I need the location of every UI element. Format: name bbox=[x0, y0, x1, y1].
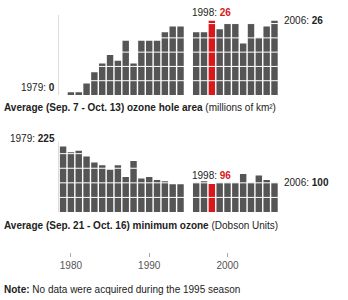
svg-text:1979: 225: 1979: 225 bbox=[10, 133, 55, 144]
svg-text:1998: 26: 1998: 26 bbox=[192, 7, 231, 18]
svg-text:2000: 2000 bbox=[216, 260, 239, 271]
svg-text:Note: No data were acquired du: Note: No data were acquired during the 1… bbox=[4, 284, 240, 295]
svg-text:1980: 1980 bbox=[60, 260, 83, 271]
svg-text:1998: 96: 1998: 96 bbox=[192, 170, 231, 181]
svg-text:2006: 26: 2006: 26 bbox=[284, 15, 323, 26]
svg-text:2006: 100: 2006: 100 bbox=[284, 177, 329, 188]
svg-text:Average (Sep. 21 - Oct. 16) mi: Average (Sep. 21 - Oct. 16) minimum ozon… bbox=[4, 220, 278, 231]
svg-text:Average (Sep. 7 - Oct. 13) ozo: Average (Sep. 7 - Oct. 13) ozone hole ar… bbox=[4, 102, 276, 113]
svg-text:1979: 0: 1979: 0 bbox=[21, 82, 55, 93]
svg-text:1990: 1990 bbox=[138, 260, 161, 271]
